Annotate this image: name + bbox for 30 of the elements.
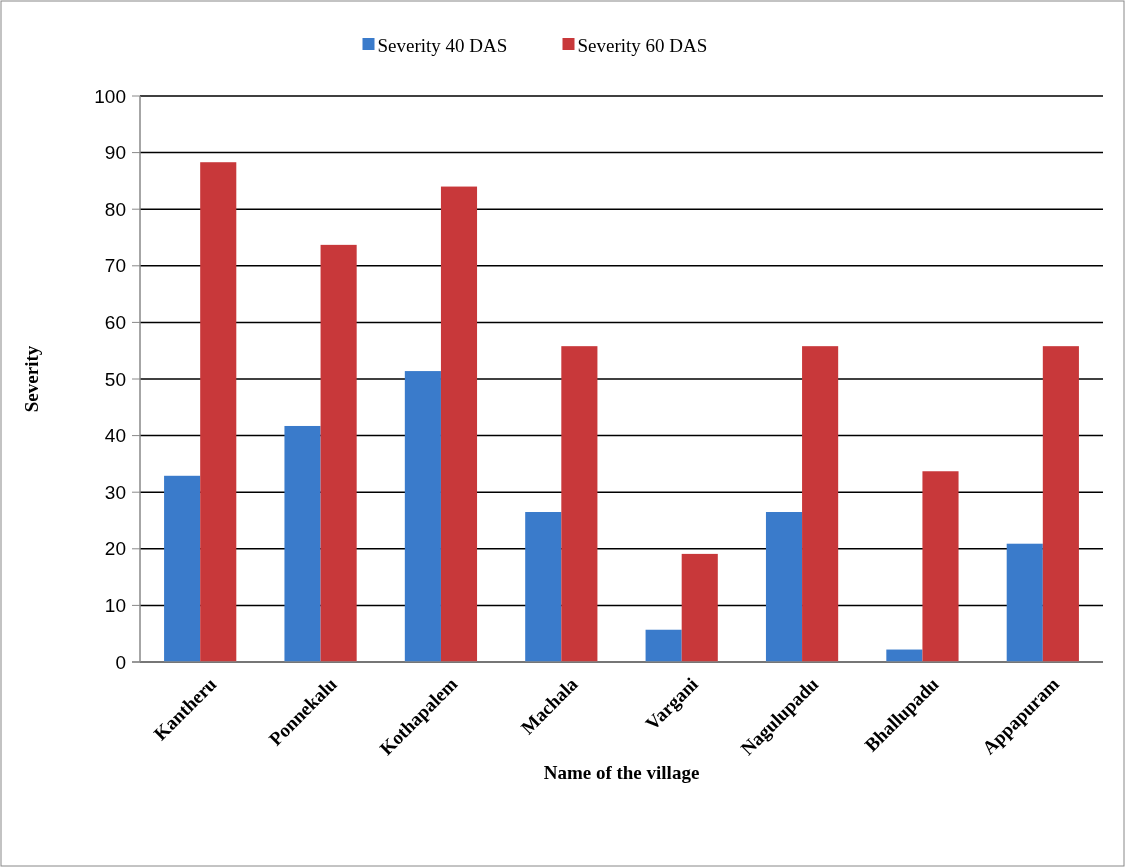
bar [645, 629, 682, 662]
y-tick-label: 90 [104, 142, 126, 164]
bar [1042, 346, 1079, 662]
legend-label: Severity 40 DAS [377, 34, 508, 56]
y-tick-label: 80 [104, 198, 126, 220]
y-tick-label: 30 [104, 481, 126, 503]
bar [802, 346, 839, 662]
y-tick-label: 100 [94, 85, 126, 107]
y-tick-label: 40 [104, 425, 126, 447]
bar [681, 553, 718, 662]
bar [765, 512, 803, 662]
bar [922, 471, 959, 662]
bar [284, 425, 321, 662]
y-tick-label: 20 [104, 538, 126, 560]
x-axis-title: Name of the village [543, 762, 700, 783]
bar [440, 186, 478, 662]
bar [320, 244, 357, 662]
bar [200, 162, 237, 662]
y-tick-label: 60 [104, 312, 126, 334]
y-tick-label: 70 [104, 255, 126, 277]
bar [164, 475, 201, 662]
y-tick-label: 0 [115, 651, 126, 673]
y-axis-title: Severity [21, 345, 42, 413]
bar [404, 371, 441, 662]
y-tick-label: 10 [104, 595, 126, 617]
legend-label: Severity 60 DAS [577, 34, 708, 56]
bar [525, 512, 562, 662]
bar [561, 346, 598, 662]
y-tick-label: 50 [104, 368, 126, 390]
bar [1006, 543, 1043, 662]
